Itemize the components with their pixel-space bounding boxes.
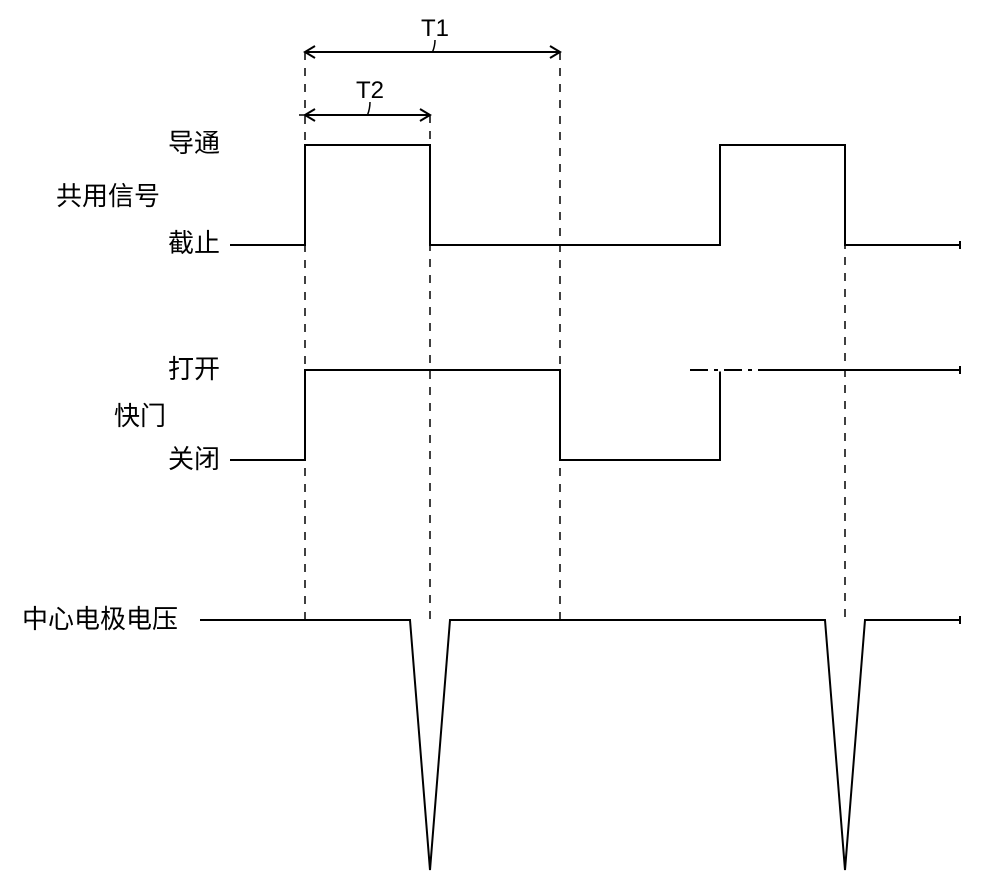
center-electrode-voltage-label: 中心电极电压 — [22, 604, 178, 634]
shutter-waveform — [230, 370, 960, 460]
signal-high-label: 导通 — [168, 128, 220, 158]
common-signal-label: 共用信号 — [56, 181, 160, 211]
common-signal-waveform — [230, 145, 960, 245]
shutter-close-label: 关闭 — [168, 444, 220, 474]
t1-span-label: T1 — [421, 15, 449, 42]
center-electrode-voltage — [200, 620, 960, 870]
t2-span-label: T2 — [356, 77, 384, 104]
signal-low-label: 截止 — [168, 228, 220, 258]
shutter-label: 快门 — [114, 401, 166, 431]
shutter-open-label: 打开 — [168, 354, 220, 384]
